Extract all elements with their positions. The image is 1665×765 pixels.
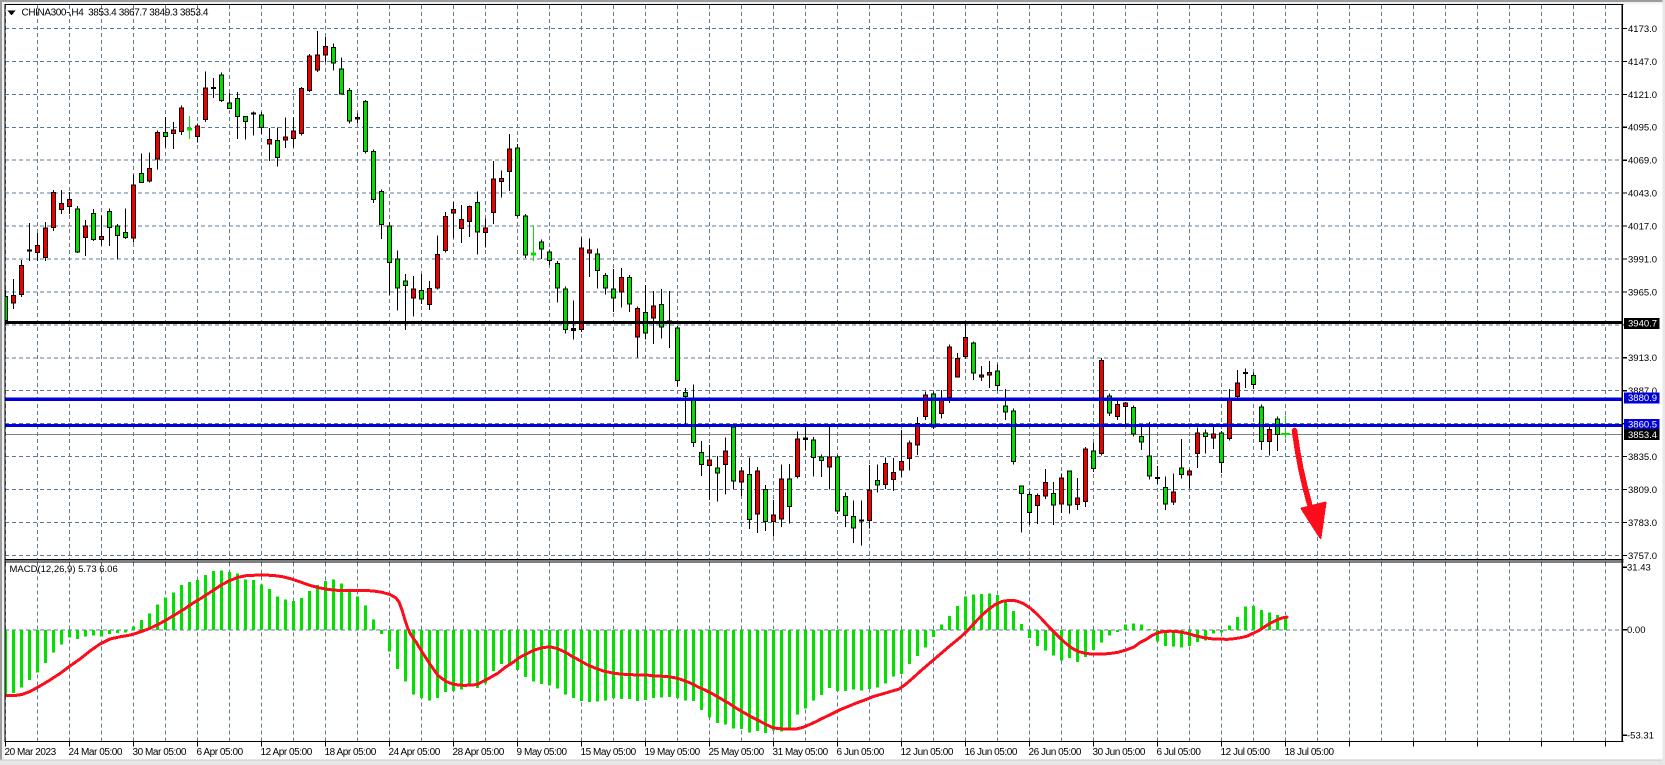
svg-text:3965.0: 3965.0 [1628, 287, 1657, 298]
svg-text:4173.0: 4173.0 [1628, 24, 1657, 35]
svg-text:3783.0: 3783.0 [1628, 518, 1657, 529]
svg-text:4017.0: 4017.0 [1628, 222, 1657, 233]
svg-text:MACD(12,26,9) 5.73 6.06: MACD(12,26,9) 5.73 6.06 [10, 564, 118, 575]
svg-text:CHINA300-,H4 3853.4 3867.7 38: CHINA300-,H4 3853.4 3867.7 3849.3 3853.4 [22, 7, 209, 18]
svg-text:3809.0: 3809.0 [1628, 485, 1657, 496]
svg-text:3887.0: 3887.0 [1628, 386, 1657, 397]
svg-text:25 May 05:00: 25 May 05:00 [709, 747, 765, 758]
svg-text:4121.0: 4121.0 [1628, 90, 1657, 101]
svg-text:24 Mar 05:00: 24 Mar 05:00 [69, 747, 123, 758]
svg-text:6 Apr 05:00: 6 Apr 05:00 [197, 747, 244, 758]
svg-text:3853.4: 3853.4 [1628, 430, 1657, 441]
svg-text:18 Jul 05:00: 18 Jul 05:00 [1285, 747, 1335, 758]
svg-text:26 Jun 05:00: 26 Jun 05:00 [1029, 747, 1082, 758]
svg-text:12 Jun 05:00: 12 Jun 05:00 [901, 747, 954, 758]
svg-text:3757.0: 3757.0 [1628, 551, 1657, 562]
svg-text:4069.0: 4069.0 [1628, 156, 1657, 167]
svg-text:28 Apr 05:00: 28 Apr 05:00 [453, 747, 505, 758]
svg-text:31.43: 31.43 [1627, 563, 1651, 574]
svg-text:4147.0: 4147.0 [1628, 57, 1657, 68]
svg-text:3880.9: 3880.9 [1628, 393, 1657, 404]
svg-text:3913.0: 3913.0 [1628, 353, 1657, 364]
svg-text:16 Jun 05:00: 16 Jun 05:00 [965, 747, 1018, 758]
svg-text:4095.0: 4095.0 [1628, 123, 1657, 134]
svg-text:24 Apr 05:00: 24 Apr 05:00 [389, 747, 441, 758]
svg-text:18 Apr 05:00: 18 Apr 05:00 [325, 747, 377, 758]
svg-text:3991.0: 3991.0 [1628, 254, 1657, 265]
svg-text:15 May 05:00: 15 May 05:00 [581, 747, 637, 758]
svg-text:6 Jul 05:00: 6 Jul 05:00 [1157, 747, 1202, 758]
svg-text:20 Mar 2023: 20 Mar 2023 [5, 747, 57, 758]
svg-text:3835.0: 3835.0 [1628, 452, 1657, 463]
svg-text:12 Apr 05:00: 12 Apr 05:00 [261, 747, 313, 758]
svg-text:6 Jun 05:00: 6 Jun 05:00 [837, 747, 885, 758]
svg-text:12 Jul 05:00: 12 Jul 05:00 [1221, 747, 1271, 758]
svg-text:30 Mar 05:00: 30 Mar 05:00 [133, 747, 187, 758]
svg-text:4043.0: 4043.0 [1628, 189, 1657, 200]
svg-text:0.00: 0.00 [1627, 625, 1646, 636]
svg-text:31 May 05:00: 31 May 05:00 [773, 747, 829, 758]
svg-text:-53.31: -53.31 [1627, 731, 1654, 742]
svg-text:30 Jun 05:00: 30 Jun 05:00 [1093, 747, 1146, 758]
svg-text:3860.5: 3860.5 [1628, 420, 1657, 431]
svg-text:9 May 05:00: 9 May 05:00 [517, 747, 568, 758]
svg-text:19 May 05:00: 19 May 05:00 [645, 747, 701, 758]
svg-text:3940.7: 3940.7 [1628, 319, 1657, 330]
